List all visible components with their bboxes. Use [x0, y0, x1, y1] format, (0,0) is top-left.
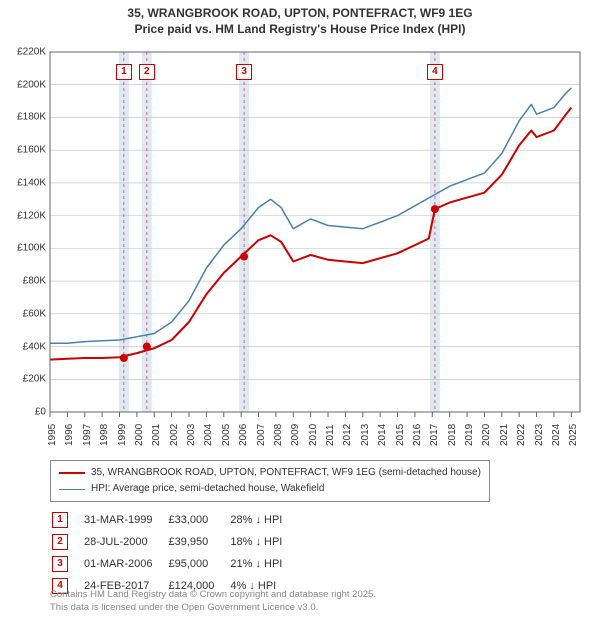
chart-svg: [0, 42, 600, 452]
sale-price: £33,000: [168, 510, 228, 530]
sale-delta: 21% ↓ HPI: [230, 554, 296, 574]
y-tick-label: £220K: [2, 47, 46, 58]
x-tick-label: 2007: [256, 424, 267, 446]
y-tick-label: £0: [2, 407, 46, 418]
legend-row: HPI: Average price, semi-detached house,…: [59, 481, 481, 497]
legend-swatch: [59, 489, 85, 490]
event-marker-2: 2: [139, 64, 155, 80]
y-tick-label: £80K: [2, 276, 46, 287]
title-line-1: 35, WRANGBROOK ROAD, UPTON, PONTEFRACT, …: [0, 6, 600, 22]
y-tick-label: £180K: [2, 112, 46, 123]
x-tick-label: 2006: [238, 424, 249, 446]
x-tick-label: 2020: [481, 424, 492, 446]
legend-label: 35, WRANGBROOK ROAD, UPTON, PONTEFRACT, …: [91, 465, 481, 481]
x-tick-label: 2018: [447, 424, 458, 446]
y-tick-label: £140K: [2, 177, 46, 188]
x-tick-label: 1998: [99, 424, 110, 446]
x-tick-label: 2016: [412, 424, 423, 446]
chart-area: [0, 42, 600, 452]
sale-date: 28-JUL-2000: [84, 532, 166, 552]
x-tick-label: 2014: [377, 424, 388, 446]
sale-price: £95,000: [168, 554, 228, 574]
x-tick-label: 2021: [499, 424, 510, 446]
sale-marker-3: 3: [52, 556, 68, 572]
legend-swatch: [59, 472, 85, 474]
x-tick-label: 1995: [47, 424, 58, 446]
x-tick-label: 2001: [151, 424, 162, 446]
event-marker-1: 1: [116, 64, 132, 80]
sale-price: £39,950: [168, 532, 228, 552]
x-tick-label: 2003: [186, 424, 197, 446]
x-tick-label: 1999: [117, 424, 128, 446]
sale-marker-1: 1: [52, 512, 68, 528]
sales-table: 1 31-MAR-1999£33,00028% ↓ HPI 2 28-JUL-2000…: [50, 508, 298, 598]
x-tick-label: 2004: [203, 424, 214, 446]
sale-marker-2: 2: [52, 534, 68, 550]
x-tick-label: 2015: [395, 424, 406, 446]
y-tick-label: £160K: [2, 145, 46, 156]
footer-line-1: Contains HM Land Registry data © Crown c…: [50, 589, 376, 601]
y-tick-label: £100K: [2, 243, 46, 254]
title-line-2: Price paid vs. HM Land Registry's House …: [0, 22, 600, 38]
x-tick-label: 2023: [534, 424, 545, 446]
y-tick-label: £60K: [2, 308, 46, 319]
x-tick-label: 1996: [64, 424, 75, 446]
legend: 35, WRANGBROOK ROAD, UPTON, PONTEFRACT, …: [50, 460, 490, 502]
x-tick-label: 2011: [325, 424, 336, 446]
chart-container: 35, WRANGBROOK ROAD, UPTON, PONTEFRACT, …: [0, 0, 600, 620]
x-tick-label: 2002: [169, 424, 180, 446]
x-tick-label: 2013: [360, 424, 371, 446]
x-tick-label: 2008: [273, 424, 284, 446]
sale-date: 01-MAR-2006: [84, 554, 166, 574]
y-tick-label: £200K: [2, 79, 46, 90]
sale-date: 31-MAR-1999: [84, 510, 166, 530]
chart-title: 35, WRANGBROOK ROAD, UPTON, PONTEFRACT, …: [0, 0, 600, 37]
x-tick-label: 2012: [342, 424, 353, 446]
x-tick-label: 2022: [516, 424, 527, 446]
x-tick-label: 2000: [134, 424, 145, 446]
table-row: 2 28-JUL-2000£39,95018% ↓ HPI: [52, 532, 296, 552]
x-tick-label: 2024: [551, 424, 562, 446]
table-row: 1 31-MAR-1999£33,00028% ↓ HPI: [52, 510, 296, 530]
table-row: 3 01-MAR-2006£95,00021% ↓ HPI: [52, 554, 296, 574]
x-tick-label: 2010: [308, 424, 319, 446]
event-marker-3: 3: [236, 64, 252, 80]
footer-attribution: Contains HM Land Registry data © Crown c…: [50, 589, 376, 614]
sale-delta: 18% ↓ HPI: [230, 532, 296, 552]
y-tick-label: £20K: [2, 374, 46, 385]
y-tick-label: £40K: [2, 341, 46, 352]
x-tick-label: 2025: [568, 424, 579, 446]
legend-row: 35, WRANGBROOK ROAD, UPTON, PONTEFRACT, …: [59, 465, 481, 481]
footer-line-2: This data is licensed under the Open Gov…: [50, 602, 376, 614]
legend-label: HPI: Average price, semi-detached house,…: [91, 481, 324, 497]
y-tick-label: £120K: [2, 210, 46, 221]
event-marker-4: 4: [427, 64, 443, 80]
x-tick-label: 1997: [82, 424, 93, 446]
x-tick-label: 2017: [429, 424, 440, 446]
sale-delta: 28% ↓ HPI: [230, 510, 296, 530]
x-tick-label: 2009: [290, 424, 301, 446]
x-tick-label: 2019: [464, 424, 475, 446]
x-tick-label: 2005: [221, 424, 232, 446]
